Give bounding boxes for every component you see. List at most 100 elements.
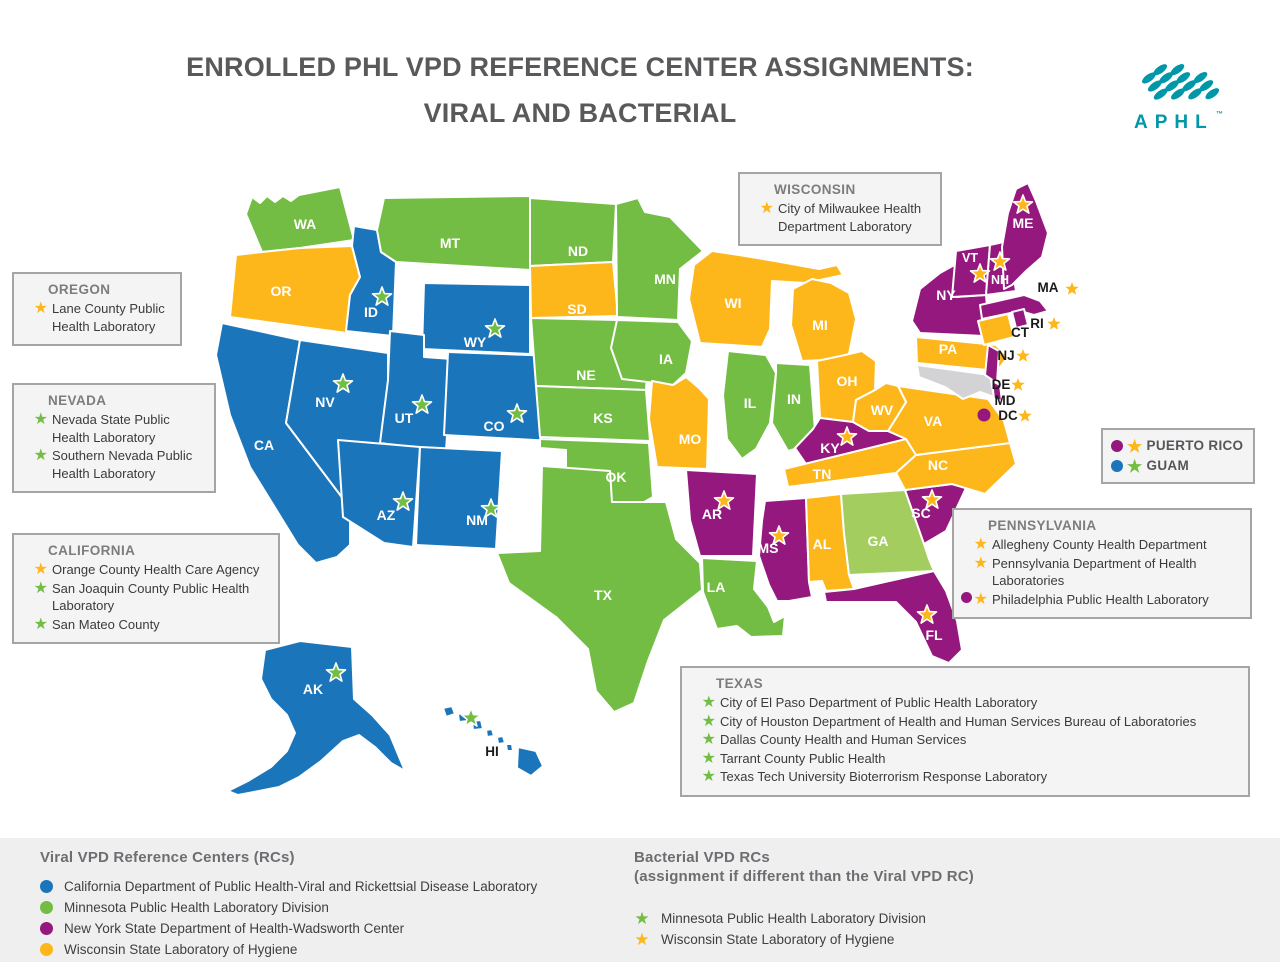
state-label-IA: IA <box>659 351 673 367</box>
star-icon: ★ <box>701 768 716 786</box>
state-label-IN: IN <box>787 391 801 407</box>
state-WY <box>421 282 531 355</box>
star-icon-KY <box>836 426 858 446</box>
star-icon: ★ <box>1127 456 1143 476</box>
star-icon: ★ <box>33 579 48 597</box>
callout-item: ★ Southern Nevada Public Health Laborator… <box>18 447 204 482</box>
callout-item-text: San Joaquin County Public Health Laborat… <box>52 580 250 614</box>
state-label-SD: SD <box>567 301 586 317</box>
state-label-WA: WA <box>294 216 317 232</box>
state-label-GA: GA <box>868 533 889 549</box>
islands-legend: ★ PUERTO RICO ★ GUAM <box>1101 428 1255 484</box>
page-title: ENROLLED PHL VPD REFERENCE CENTER ASSIGN… <box>0 44 1160 136</box>
callout-title: WISCONSIN <box>774 182 856 197</box>
star-icon: ★ <box>33 447 48 465</box>
bacterial-legend-title-line1: Bacterial VPD RCs <box>634 849 770 866</box>
item-marker: ★ <box>18 411 52 428</box>
state-label-FL: FL <box>925 627 943 643</box>
state-label-TX: TX <box>594 587 613 603</box>
aphl-logo-text: APHL <box>1134 112 1214 133</box>
offmap-label-DC: DC <box>998 408 1018 423</box>
state-label-PA: PA <box>939 341 957 357</box>
state-IN <box>771 362 817 452</box>
state-LA <box>701 557 786 638</box>
star-icon-UT <box>411 394 433 414</box>
bacterial-legend-title-line2: (assignment if different than the Viral … <box>634 868 975 885</box>
state-label-NE: NE <box>576 367 595 383</box>
star-icon-CO <box>506 403 528 423</box>
callout-item-text: San Mateo County <box>52 616 160 632</box>
state-label-OR: OR <box>271 283 292 299</box>
state-WV <box>852 382 907 432</box>
page-title-line2: VIRAL AND BACTERIAL <box>423 98 737 128</box>
state-label-ND: ND <box>568 243 588 259</box>
state-label-NC: NC <box>928 457 948 473</box>
state-MO <box>648 376 710 470</box>
star-icon: ★ <box>33 561 48 579</box>
state-label-VT: VT <box>962 251 978 265</box>
star-icon-MA <box>1062 279 1082 297</box>
callout-title: TEXAS <box>716 676 764 691</box>
dot-icon <box>40 880 53 893</box>
legend-item: California Department of Public Health-V… <box>40 876 537 897</box>
state-MI <box>790 278 857 362</box>
star-icon-NJ <box>1013 346 1033 364</box>
star-icon-DE <box>1008 375 1028 393</box>
aphl-logo: APHL ™ <box>1120 44 1236 136</box>
bacterial-legend: Bacterial VPD RCs (assignment if differe… <box>634 848 974 950</box>
offmap-label-MA: MA <box>1038 280 1059 295</box>
state-label-UT: UT <box>395 410 414 426</box>
dot-icon <box>1111 460 1123 472</box>
state-label-NM: NM <box>466 512 488 528</box>
legend-item: New York State Department of Health-Wads… <box>40 918 537 939</box>
callout-item: ★ Allegheny County Health Department <box>958 536 1240 554</box>
state-ME <box>1001 182 1049 290</box>
callout-item: ★ City of Milwaukee Health Department Lab… <box>744 200 930 235</box>
state-label-LA: LA <box>707 579 726 595</box>
state-AZ <box>337 439 421 548</box>
item-marker: ★ <box>686 768 720 785</box>
star-icon-AZ <box>392 491 414 511</box>
item-marker: ★ <box>18 580 52 597</box>
state-AR <box>685 469 758 557</box>
callout-title: NEVADA <box>48 393 107 408</box>
callout-wisconsin: WISCONSIN ★ City of Milwaukee Health Depar… <box>738 172 942 247</box>
state-label-CO: CO <box>484 418 505 434</box>
islands-legend-row: ★ GUAM <box>1111 456 1247 476</box>
viral-legend: Viral VPD Reference Centers (RCs) Califo… <box>40 848 537 960</box>
callout-item-text: City of Milwaukee Health Department Labo… <box>778 201 922 234</box>
star-icon-VT <box>969 263 991 283</box>
page-title-line1: ENROLLED PHL VPD REFERENCE CENTER ASSIGN… <box>186 52 974 82</box>
dot-icon <box>40 922 53 935</box>
callout-item: ★ City of El Paso Department of Public He… <box>686 694 1238 712</box>
item-marker: ★ <box>686 694 720 711</box>
star-icon-ID <box>371 286 393 306</box>
star-icon-NH <box>989 251 1011 271</box>
callout-texas: TEXAS ★ City of El Paso Department of Publ… <box>680 666 1250 797</box>
state-label-NH: NH <box>991 273 1009 287</box>
state-HI <box>442 705 544 777</box>
callout-item-text: Tarrant County Public Health <box>720 750 886 766</box>
state-label-AR: AR <box>702 506 722 522</box>
state-label-WI: WI <box>724 295 741 311</box>
item-marker: ★ <box>686 713 720 730</box>
star-icon: ★ <box>33 300 48 318</box>
callout-title: CALIFORNIA <box>48 543 136 558</box>
state-label-SC: SC <box>911 505 930 521</box>
state-label-MT: MT <box>440 235 461 251</box>
state-WI <box>688 250 844 348</box>
star-icon-WY <box>484 318 506 338</box>
callout-item-text: Southern Nevada Public Health Laboratory <box>52 448 193 481</box>
callout-california: CALIFORNIA ★ Orange County Health Care Age… <box>12 533 280 645</box>
viral-legend-title: Viral VPD Reference Centers (RCs) <box>40 849 295 866</box>
state-OR <box>229 245 361 334</box>
state-KS <box>535 385 651 442</box>
state-IA <box>610 319 693 386</box>
dot-icon-DC <box>977 408 991 422</box>
legend-item-text: Wisconsin State Laboratory of Hygiene <box>64 942 298 957</box>
legend-item: Minnesota Public Health Laboratory Divis… <box>40 897 537 918</box>
callout-item-text: Lane County Public Health Laboratory <box>52 301 165 334</box>
item-marker: ★ <box>958 536 992 553</box>
state-NM <box>415 446 503 550</box>
